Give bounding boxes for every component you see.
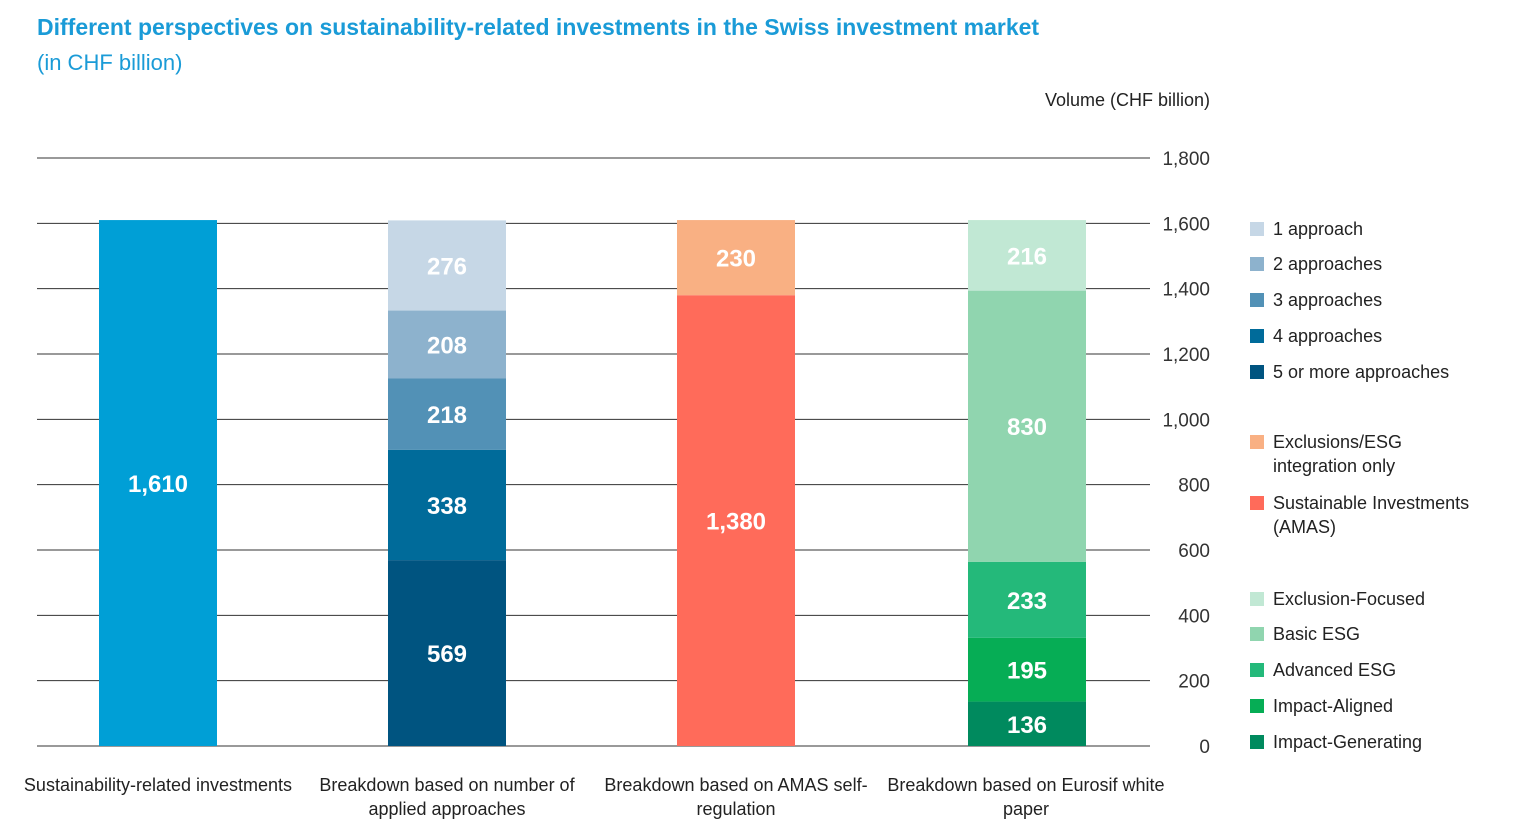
category-label-amas: Breakdown based on AMAS self-regulation [604,775,868,819]
data-label: 276 [427,253,467,280]
legend-item-exclusions-esg: Exclusions/ESG integration only [1250,430,1512,478]
data-label: 136 [1007,712,1047,739]
bar-segment [388,220,506,311]
legend-label: 2 approaches [1273,254,1383,274]
y-tick-label: 1,200 [1162,345,1210,366]
y-tick-label: 400 [1178,606,1210,627]
data-label: 338 [427,493,467,520]
legend-label: Advanced ESG [1273,660,1397,680]
data-label: 233 [1007,588,1047,615]
y-tick-label: 200 [1178,672,1210,693]
bar-segment [968,701,1086,746]
bar-segment [388,449,506,561]
y-tick-label: 1,400 [1162,280,1210,301]
y-tick-label: 800 [1178,476,1210,497]
chart-title: Different perspectives on sustainability… [37,14,1040,40]
data-label: 195 [1007,658,1047,685]
legend-swatch [1250,329,1264,343]
legend-swatch [1250,663,1264,677]
y-axis-title: Volume (CHF billion) [1044,90,1210,110]
legend-item-1-approach: 1 approach [1250,217,1512,241]
legend-item-basic-esg: Basic ESG [1250,622,1512,646]
y-tick-label: 1,600 [1162,214,1210,235]
y-tick-label: 0 [1199,737,1210,758]
legend-label: Impact-Aligned [1273,696,1394,716]
bar-segment [968,561,1086,638]
data-label: 218 [427,402,467,429]
legend-label: 3 approaches [1273,290,1383,310]
legend-swatch [1250,592,1264,606]
legend-item-impact-aligned: Impact-Aligned [1250,694,1512,718]
legend-item-3-approaches: 3 approaches [1250,288,1512,312]
legend-swatch [1250,435,1264,449]
data-label: 216 [1007,243,1047,270]
y-tick-label: 600 [1178,541,1210,562]
data-label: 230 [716,246,756,273]
legend-swatch [1250,735,1264,749]
legend-swatch [1250,257,1264,271]
data-label: 208 [427,333,467,360]
legend-swatch [1250,222,1264,236]
bar-segment [677,220,795,296]
data-label: 1,380 [706,509,766,536]
legend-label: Impact-Generating [1273,732,1423,752]
bar-segment [677,295,795,746]
category-label-applied-approaches: Breakdown based on number of applied app… [319,775,575,819]
legend-label: 5 or more approaches [1273,362,1450,382]
legend-label: 1 approach [1273,219,1364,239]
legend-swatch [1250,496,1264,510]
bar-segment [968,290,1086,562]
bar-segment [99,220,217,747]
legend-item-impact-generating: Impact-Generating [1250,730,1512,754]
bar-segment [968,220,1086,291]
bar-segment [968,637,1086,702]
legend-swatch [1250,293,1264,307]
category-label-eurosif: Breakdown based on Eurosif white paper [887,775,1165,819]
bar-segment [388,560,506,746]
legend-label: Basic ESG [1273,624,1361,644]
data-label: 1,610 [128,471,188,498]
legend-label: 4 approaches [1273,326,1383,346]
legend-item-advanced-esg: Advanced ESG [1250,658,1512,682]
legend-item-2-approaches: 2 approaches [1250,252,1512,276]
legend-swatch [1250,627,1264,641]
legend-swatch [1250,699,1264,713]
category-label-sustainability-related: Sustainability-related investments [23,775,293,795]
legend-item-exclusion-focused: Exclusion-Focused [1250,587,1512,611]
y-tick-label: 1,800 [1162,149,1210,170]
legend-label: Exclusions/ESG integration only [1273,432,1403,476]
legend-item-4-approaches: 4 approaches [1250,324,1512,348]
chart-subtitle: (in CHF billion) [37,50,183,75]
legend-label: Exclusion-Focused [1273,589,1426,609]
bar-segment [388,310,506,379]
legend-item-5-or-more-approaches: 5 or more approaches [1250,360,1512,384]
legend-label: Sustainable Investments (AMAS) [1273,493,1470,537]
data-label: 569 [427,641,467,668]
bar-segment [388,378,506,450]
legend-swatch [1250,365,1264,379]
data-label: 830 [1007,414,1047,441]
legend-item-sustainable-investments-amas: Sustainable Investments (AMAS) [1250,491,1512,539]
y-tick-label: 1,000 [1162,410,1210,431]
